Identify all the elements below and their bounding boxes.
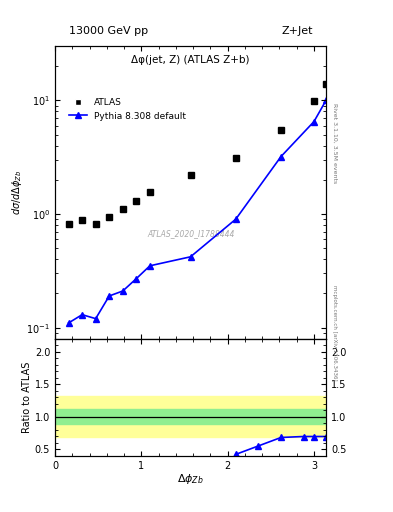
X-axis label: $\Delta\phi_{Zb}$: $\Delta\phi_{Zb}$ (177, 472, 204, 486)
Y-axis label: $d\sigma/d\Delta\phi_{Zb}$: $d\sigma/d\Delta\phi_{Zb}$ (9, 169, 24, 215)
Text: 13000 GeV pp: 13000 GeV pp (69, 26, 148, 36)
Text: ATLAS_2020_I1788444: ATLAS_2020_I1788444 (147, 229, 234, 238)
Text: Z+Jet: Z+Jet (281, 26, 313, 36)
Text: mcplots.cern.ch [arXiv:1306.3436]: mcplots.cern.ch [arXiv:1306.3436] (332, 285, 337, 380)
Text: Δφ(jet, Z) (ATLAS Z+b): Δφ(jet, Z) (ATLAS Z+b) (131, 55, 250, 65)
Legend: ATLAS, Pythia 8.308 default: ATLAS, Pythia 8.308 default (65, 95, 189, 124)
Text: Rivet 3.1.10, 3.5M events: Rivet 3.1.10, 3.5M events (332, 103, 337, 183)
Y-axis label: Ratio to ATLAS: Ratio to ATLAS (22, 361, 32, 433)
